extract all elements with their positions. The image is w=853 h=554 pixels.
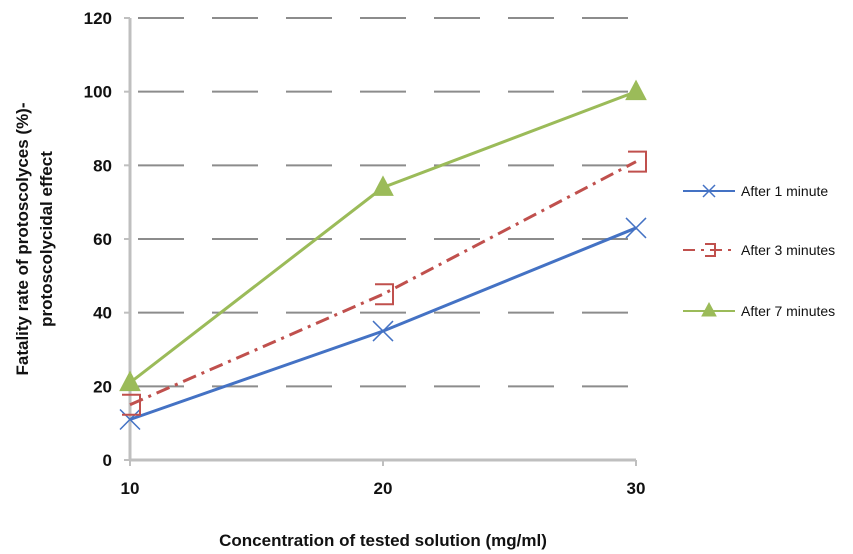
y-tick-label: 20 [93,377,112,396]
y-axis-title-line-2: protoscolycidal effect [37,151,56,327]
bracket-marker [122,393,141,416]
y-tick-label: 0 [103,451,112,470]
bracket-marker [375,283,394,306]
triangle-marker [372,175,394,196]
gridlines [138,17,638,388]
x-axis-title: Concentration of tested solution (mg/ml) [219,531,547,550]
x-tick-label: 30 [627,479,646,498]
x-marker [702,184,716,198]
y-tick-label: 40 [93,304,112,323]
tick-labels: 0 20 40 60 80 100 120 10 20 30 [84,9,646,498]
legend-label: After 3 minutes [741,242,835,258]
y-tick-label: 60 [93,230,112,249]
y-tick-label: 120 [84,9,112,28]
y-axis-title-line-1: Fatality rate of protoscolyces (%)- [13,102,32,375]
x-marker [625,217,647,239]
triangle-marker [625,79,647,101]
legend: After 1 minute After 3 minutes After 7 min… [683,183,835,319]
x-marker [119,408,141,431]
bracket-marker [705,243,716,257]
bracket-marker [628,150,647,173]
series-line [129,160,637,407]
series-x [119,217,647,431]
series-bracket [122,150,647,416]
y-tick-label: 100 [84,83,112,102]
legend-label: After 1 minute [741,183,828,199]
legend-entry: After 1 minute [683,183,828,199]
series-line [129,90,637,384]
x-tick-label: 20 [374,479,393,498]
legend-label: After 7 minutes [741,303,835,319]
triangle-marker [701,301,717,317]
triangle-marker [119,370,141,392]
x-marker [372,320,394,342]
legend-entry: After 3 minutes [683,242,835,258]
series [119,79,647,431]
legend-entry: After 7 minutes [683,301,835,319]
x-tick-label: 10 [121,479,140,498]
series-triangle [119,79,647,392]
y-tick-label: 80 [93,156,112,175]
y-axis-title: Fatality rate of protoscolyces (%)- prot… [13,102,56,375]
